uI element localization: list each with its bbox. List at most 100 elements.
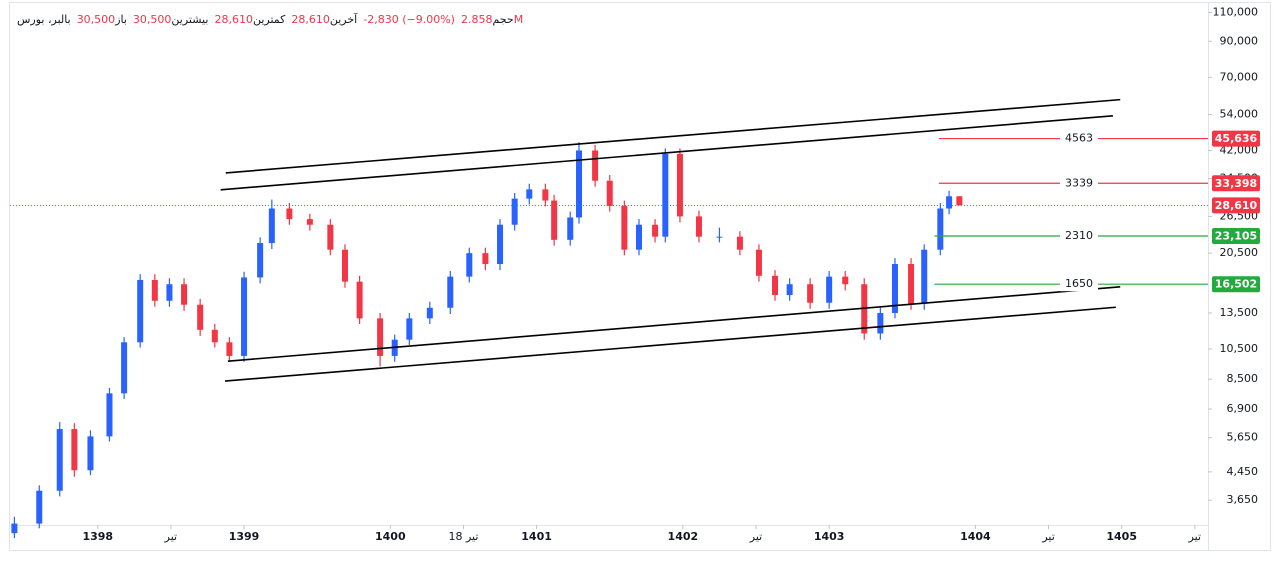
x-tick-label: تیر — [1188, 530, 1201, 543]
candle-body — [151, 279, 158, 301]
candle-body — [181, 284, 188, 305]
x-tick-label: 18 تیر — [448, 530, 478, 543]
y-tick-label: 54,000 — [1220, 107, 1259, 120]
price-tag — [1212, 175, 1260, 192]
candle-body — [327, 224, 334, 250]
candle-body — [937, 208, 944, 250]
y-tick-label: 10,500 — [1220, 342, 1259, 355]
header-label: باز — [115, 13, 127, 26]
candle-body — [356, 281, 363, 319]
price-tag-label: 33,398 — [1215, 177, 1257, 190]
candle-body — [662, 153, 669, 237]
y-tick-label: 42,000 — [1220, 143, 1259, 156]
candle-body — [807, 284, 814, 303]
candle-body — [592, 150, 599, 181]
symbol: بالبر، بورس — [17, 13, 71, 26]
x-tick-label: 1400 — [375, 530, 406, 543]
x-tick-label: 1404 — [960, 530, 991, 543]
candle-body — [542, 189, 549, 201]
candle-body — [526, 189, 533, 199]
header-value: -2,830 (−9.00%) — [363, 13, 455, 26]
y-tick-label: 90,000 — [1220, 34, 1259, 47]
candle-body — [11, 523, 18, 534]
candle-body — [652, 224, 659, 237]
candle-body — [426, 307, 433, 319]
header-value: 30,500 — [76, 13, 116, 26]
candle-body — [166, 284, 173, 301]
header-item: آخرین28,610 — [291, 13, 357, 26]
candle-body — [341, 249, 348, 282]
header-label: بیشترین — [171, 13, 209, 26]
price-tag — [1212, 130, 1260, 147]
candle-body — [826, 276, 833, 303]
level-label: 3339 — [1065, 176, 1093, 189]
candle-body — [241, 277, 248, 356]
candle-body — [197, 304, 204, 330]
header-value: 28,610 — [291, 13, 330, 26]
header-label: حجم — [492, 13, 514, 26]
header-value: 30,500 — [132, 13, 172, 26]
candle-body — [908, 264, 915, 304]
x-tick-label: 1402 — [668, 530, 699, 543]
candle-body — [956, 196, 963, 206]
price-tag-label: 16,502 — [1215, 278, 1257, 291]
candle-body — [106, 393, 113, 437]
candle-body — [211, 329, 218, 343]
candle-body — [497, 224, 504, 265]
y-tick-label: 3,650 — [1227, 493, 1259, 506]
candle-body — [921, 249, 928, 304]
y-tick-label: 8,500 — [1227, 372, 1259, 385]
candle-body — [306, 219, 313, 225]
candle-body — [772, 275, 779, 296]
candle-body — [406, 318, 413, 340]
candle-body — [946, 196, 953, 209]
candle-body — [71, 429, 78, 471]
y-tick-label: 5,650 — [1227, 431, 1259, 444]
level-label-bg — [1060, 229, 1098, 244]
candle-body — [226, 342, 233, 356]
price-tag — [1212, 228, 1260, 245]
candle-body — [137, 279, 144, 343]
trendline — [227, 286, 1121, 362]
header-item: حجم2.858M — [461, 13, 523, 26]
frame — [9, 2, 1271, 551]
candle-body — [755, 249, 762, 276]
candle-body — [56, 429, 63, 491]
candle-body — [567, 217, 574, 240]
candle-body — [87, 436, 94, 471]
candle-body — [466, 253, 473, 277]
candle-body — [842, 276, 849, 285]
y-tick-label: 6,900 — [1227, 402, 1259, 415]
candle-body — [736, 236, 743, 250]
candle-body — [377, 318, 384, 356]
price-tag-label: 23,105 — [1215, 230, 1257, 243]
candle-body — [482, 253, 489, 265]
y-tick-label: 110,000 — [1213, 6, 1259, 19]
candle-body — [257, 243, 264, 278]
level-label-bg — [1060, 277, 1098, 292]
x-tick-label: 1405 — [1106, 530, 1137, 543]
candle-body — [635, 224, 642, 250]
x-tick-label: تیر — [749, 530, 762, 543]
header-value: 28,610 — [214, 13, 253, 26]
x-tick-label: 1399 — [229, 530, 260, 543]
candle-body — [621, 205, 628, 250]
candle-body — [576, 150, 583, 218]
x-tick-label: تیر — [164, 530, 177, 543]
price-tag — [1212, 197, 1260, 214]
candle-body — [551, 200, 558, 240]
y-tick-label: 20,500 — [1220, 246, 1259, 259]
header: بالبر، بورس باز30,500 بیشترین30,500 کمترین2… — [17, 13, 523, 26]
level-label: 1650 — [1065, 277, 1093, 290]
header-value: 2.858M — [460, 13, 524, 26]
header-item: -2,830 (−9.00%) — [363, 13, 455, 26]
level-label-bg — [1060, 131, 1098, 146]
y-tick-label: 4,450 — [1227, 465, 1259, 478]
candle-body — [268, 208, 275, 244]
price-tag — [1212, 276, 1260, 293]
header-label: آخرین — [329, 13, 358, 26]
candle-body — [676, 153, 683, 217]
x-tick-label: 1398 — [82, 530, 113, 543]
candle-body — [786, 284, 793, 296]
